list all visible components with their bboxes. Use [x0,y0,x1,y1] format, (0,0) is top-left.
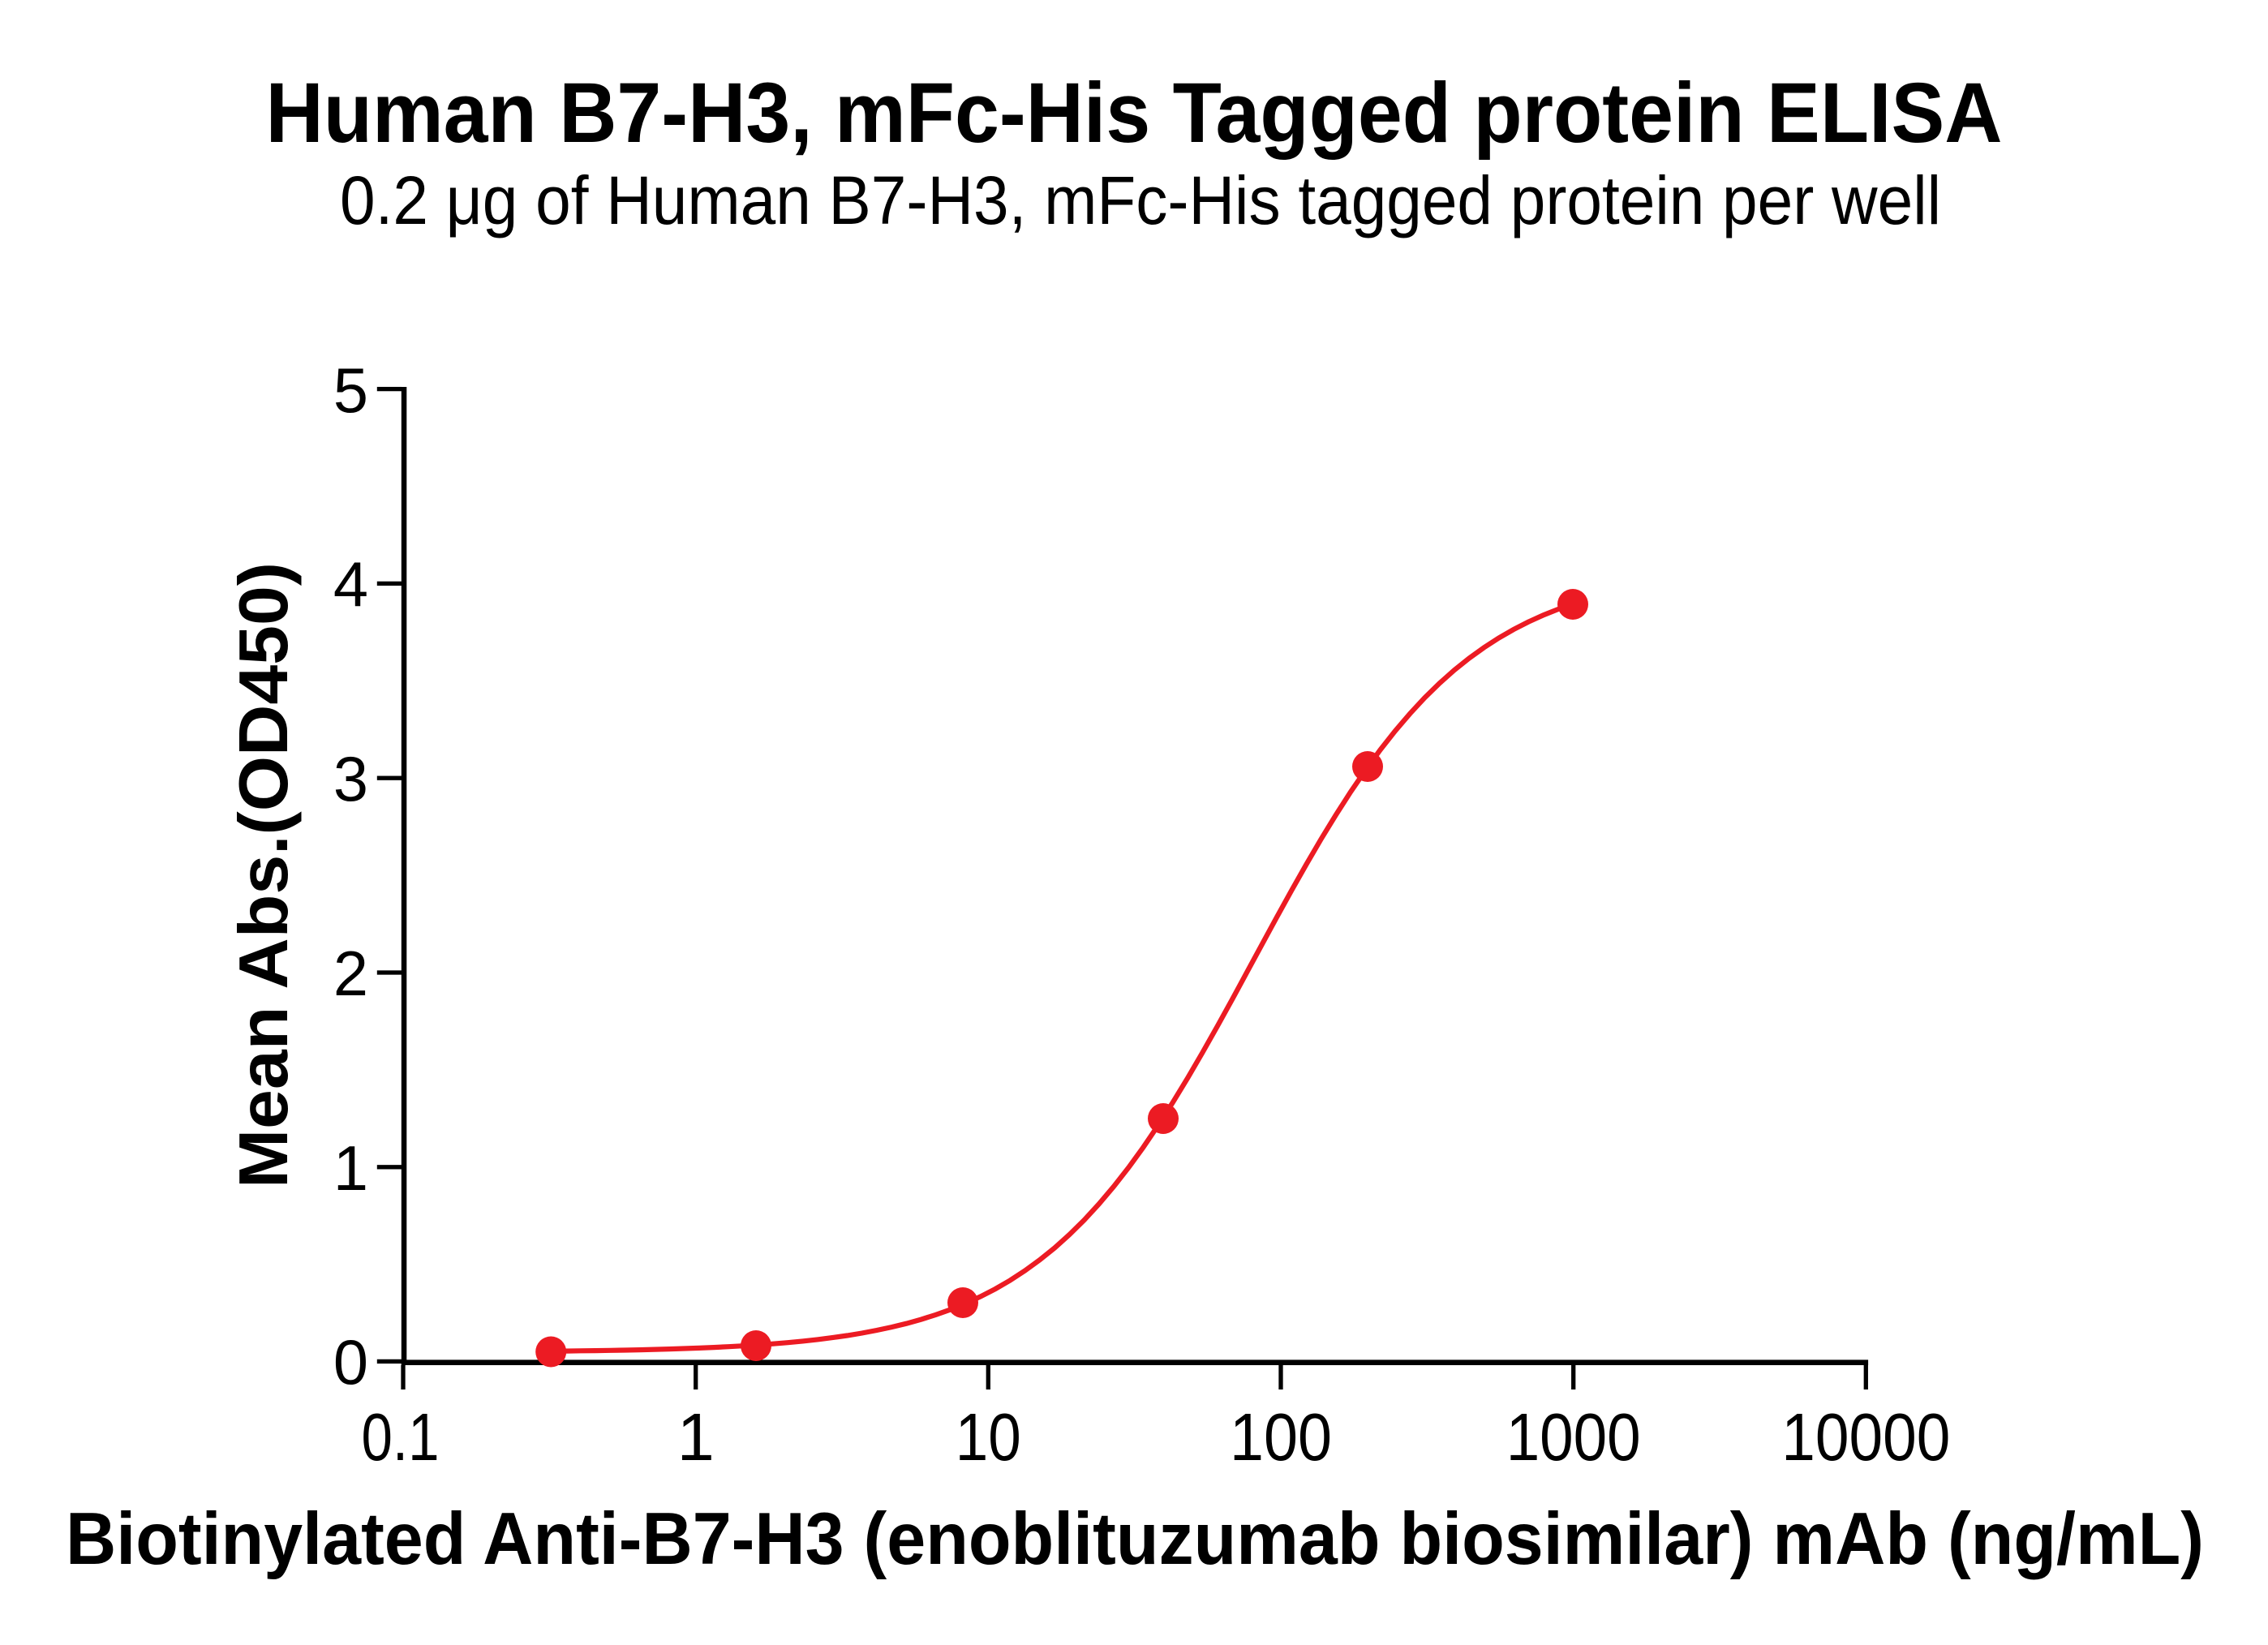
svg-text:4: 4 [333,550,368,620]
svg-text:0.1: 0.1 [362,1399,440,1475]
svg-text:2: 2 [333,939,368,1009]
svg-text:Mean Abs.(OD450): Mean Abs.(OD450) [226,562,303,1188]
svg-text:Biotinylated Anti-B7-H3 (enobl: Biotinylated Anti-B7-H3 (enoblituzumab b… [66,1498,2204,1580]
svg-text:0.2 μg of Human B7-H3, mFc-His: 0.2 μg of Human B7-H3, mFc-His tagged pr… [340,162,1941,238]
svg-text:1: 1 [333,1134,368,1204]
svg-text:1000: 1000 [1506,1399,1641,1475]
svg-text:100: 100 [1230,1399,1332,1475]
svg-text:10000: 10000 [1781,1399,1950,1475]
svg-text:3: 3 [333,745,368,814]
svg-text:Human B7-H3, mFc-His Tagged pr: Human B7-H3, mFc-His Tagged protein ELIS… [266,66,2003,161]
svg-text:10: 10 [956,1399,1021,1475]
svg-text:5: 5 [333,356,368,426]
svg-text:0: 0 [333,1328,368,1398]
svg-text:1: 1 [677,1399,715,1475]
